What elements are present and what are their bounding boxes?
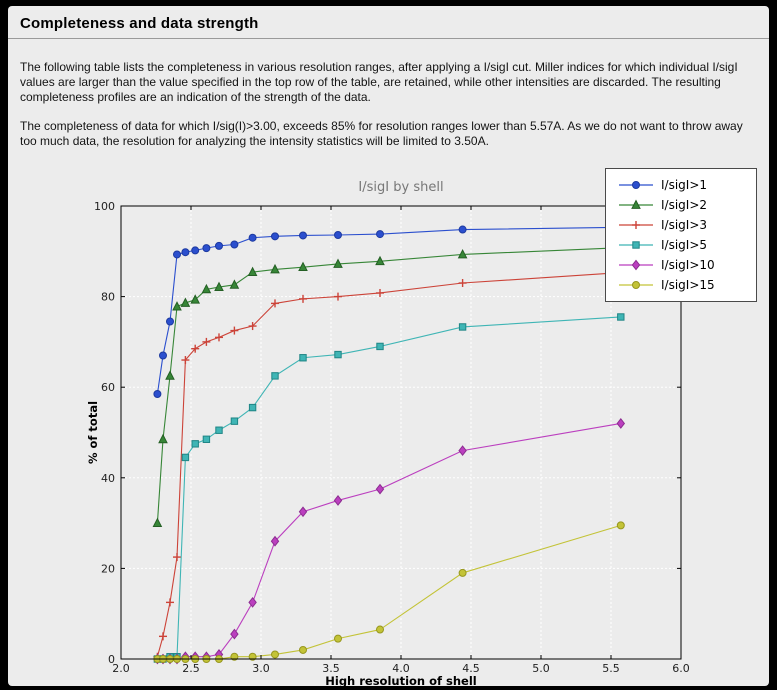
svg-text:60: 60 [101, 381, 115, 394]
svg-text:80: 80 [101, 291, 115, 304]
legend-label: I/sigI>10 [661, 258, 715, 272]
legend-item: I/sigI>15 [618, 275, 744, 295]
circle-marker-icon [619, 281, 653, 289]
legend-item: I/sigI>2 [618, 195, 744, 215]
intro-paragraph-2: The completeness of data for which I/sig… [20, 119, 743, 148]
svg-text:3.0: 3.0 [252, 662, 270, 675]
svg-text:2.5: 2.5 [182, 662, 200, 675]
svg-text:2.0: 2.0 [112, 662, 130, 675]
page-title: Completeness and data strength [20, 15, 259, 32]
svg-text:4.5: 4.5 [462, 662, 480, 675]
completeness-chart: 2.0 2.5 3.0 3.5 4.0 4.5 5.0 5.5 6.0 0 20 40 60 80 100 I… [86, 180, 690, 686]
title-divider [8, 38, 769, 39]
svg-text:20: 20 [101, 562, 115, 575]
legend-label: I/sigI>2 [661, 198, 708, 212]
svg-text:3.5: 3.5 [322, 662, 340, 675]
legend-label: I/sigI>3 [661, 218, 708, 232]
svg-text:0: 0 [108, 653, 115, 666]
plus-marker-icon [619, 221, 653, 229]
svg-text:5.5: 5.5 [602, 662, 620, 675]
svg-text:High resolution of shell: High resolution of shell [325, 674, 477, 686]
legend-label: I/sigI>5 [661, 238, 708, 252]
legend-item: I/sigI>3 [618, 215, 744, 235]
svg-text:40: 40 [101, 472, 115, 485]
svg-text:% of total: % of total [86, 401, 100, 464]
svg-text:I/sigI by shell: I/sigI by shell [358, 180, 443, 195]
triangle-marker-icon [619, 199, 653, 209]
chart-legend: I/sigI>1 I/sigI>2 I/sigI>3 I/sigI>5 I/sigI>1… [605, 168, 757, 302]
svg-text:6.0: 6.0 [672, 662, 690, 675]
intro-paragraph-1: The following table lists the completene… [20, 60, 738, 104]
svg-text:4.0: 4.0 [392, 662, 410, 675]
circle-marker-icon [619, 181, 653, 189]
legend-item: I/sigI>1 [618, 175, 744, 195]
legend-label: I/sigI>15 [661, 278, 715, 292]
svg-text:100: 100 [94, 200, 115, 213]
square-marker-icon [619, 241, 653, 249]
report-panel: Completeness and data strength The follo… [8, 6, 769, 686]
svg-text:5.0: 5.0 [532, 662, 550, 675]
legend-item: I/sigI>10 [618, 255, 744, 275]
legend-label: I/sigI>1 [661, 178, 708, 192]
legend-item: I/sigI>5 [618, 235, 744, 255]
diamond-marker-icon [619, 259, 653, 271]
